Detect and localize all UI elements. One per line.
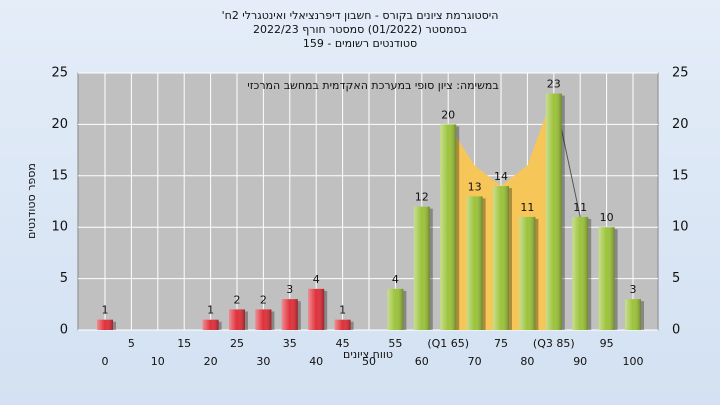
value-label: 14 — [494, 170, 508, 183]
y-tick-label-right: 15 — [672, 168, 689, 183]
x-tick-label: 35 — [283, 337, 297, 350]
x-axis-label: טווח ציונים — [343, 348, 393, 361]
plot-area — [77, 72, 659, 331]
y-tick-label: 15 — [51, 168, 68, 183]
y-tick-label: 5 — [60, 271, 68, 286]
x-tick-label: 100 — [623, 355, 644, 368]
value-label: 12 — [415, 191, 429, 204]
value-label: 4 — [392, 273, 399, 286]
value-label: 20 — [441, 108, 455, 121]
x-tick-label: 15 — [177, 337, 191, 350]
bar-shade — [493, 186, 509, 330]
y-tick-label: 25 — [51, 66, 68, 81]
x-tick-label: 30 — [256, 355, 270, 368]
bar-shade — [229, 309, 245, 330]
value-label: 10 — [600, 211, 614, 224]
value-label: 1 — [339, 304, 346, 317]
bar-shade — [334, 319, 351, 330]
x-tick-label: (Q3 85) — [533, 337, 575, 350]
bar-shade — [413, 206, 430, 330]
value-label: 2 — [234, 293, 241, 306]
bar-shade — [202, 319, 219, 330]
bar-shade — [572, 216, 589, 330]
x-tick-label: 20 — [204, 355, 218, 368]
bar-shade — [281, 299, 298, 330]
x-tick-label: 55 — [388, 337, 402, 350]
value-label: 1 — [102, 304, 109, 317]
bar-shade — [255, 309, 272, 330]
value-label: 1 — [207, 304, 214, 317]
bar-shade — [440, 124, 457, 331]
bar-shade — [97, 319, 113, 330]
x-tick-label: 40 — [309, 355, 323, 368]
value-label: 11 — [520, 201, 534, 214]
y-tick-label-right: 0 — [672, 323, 680, 338]
x-tick-label: 95 — [600, 337, 614, 350]
value-label: 2 — [260, 293, 267, 306]
x-tick-label: (Q1 65) — [427, 337, 469, 350]
bar-shade — [625, 299, 641, 330]
y-tick-label: 10 — [51, 220, 68, 235]
title-line: בסמסטר (01/2022) סמסטר חורף 2022/23 — [253, 23, 467, 36]
x-tick-label: 90 — [573, 355, 587, 368]
x-tick-label: 80 — [520, 355, 534, 368]
y-tick-label-right: 5 — [672, 271, 680, 286]
value-label: 3 — [286, 283, 293, 296]
bar-shade — [519, 216, 536, 330]
y-tick-label-right: 10 — [672, 220, 689, 235]
y-axis-label: מספר סטודנטים — [25, 163, 38, 239]
value-label: 13 — [468, 180, 482, 193]
bar-shade — [308, 288, 325, 330]
y-tick-label-right: 20 — [672, 117, 689, 132]
value-label: 4 — [313, 273, 320, 286]
bar-shade — [466, 196, 483, 330]
x-tick-label: 0 — [102, 355, 109, 368]
x-tick-label: 50 — [362, 355, 376, 368]
y-tick-label-right: 25 — [672, 66, 689, 81]
y-tick-label: 20 — [51, 117, 68, 132]
x-tick-label: 45 — [336, 337, 350, 350]
x-tick-label: 75 — [494, 337, 508, 350]
bar-shade — [598, 227, 615, 330]
value-label: 3 — [630, 283, 637, 296]
value-label: 23 — [547, 78, 561, 91]
bar-shade — [545, 93, 562, 330]
x-tick-label: 60 — [415, 355, 429, 368]
x-tick-label: 70 — [468, 355, 482, 368]
x-tick-label: 5 — [128, 337, 135, 350]
y-tick-label: 0 — [60, 323, 68, 338]
x-tick-label: 10 — [151, 355, 165, 368]
annotation: במשימה: ציון סופי במערכת האקדמית במחשב ה… — [247, 79, 498, 92]
x-tick-label: 25 — [230, 337, 244, 350]
value-label: 11 — [573, 201, 587, 214]
title-line: סטודנטים רשומים - 159 — [303, 37, 417, 50]
title-line: היסטוגרמת ציונים בקורס - חשבון דיפרנציאל… — [222, 9, 499, 22]
bar-shade — [387, 288, 404, 330]
